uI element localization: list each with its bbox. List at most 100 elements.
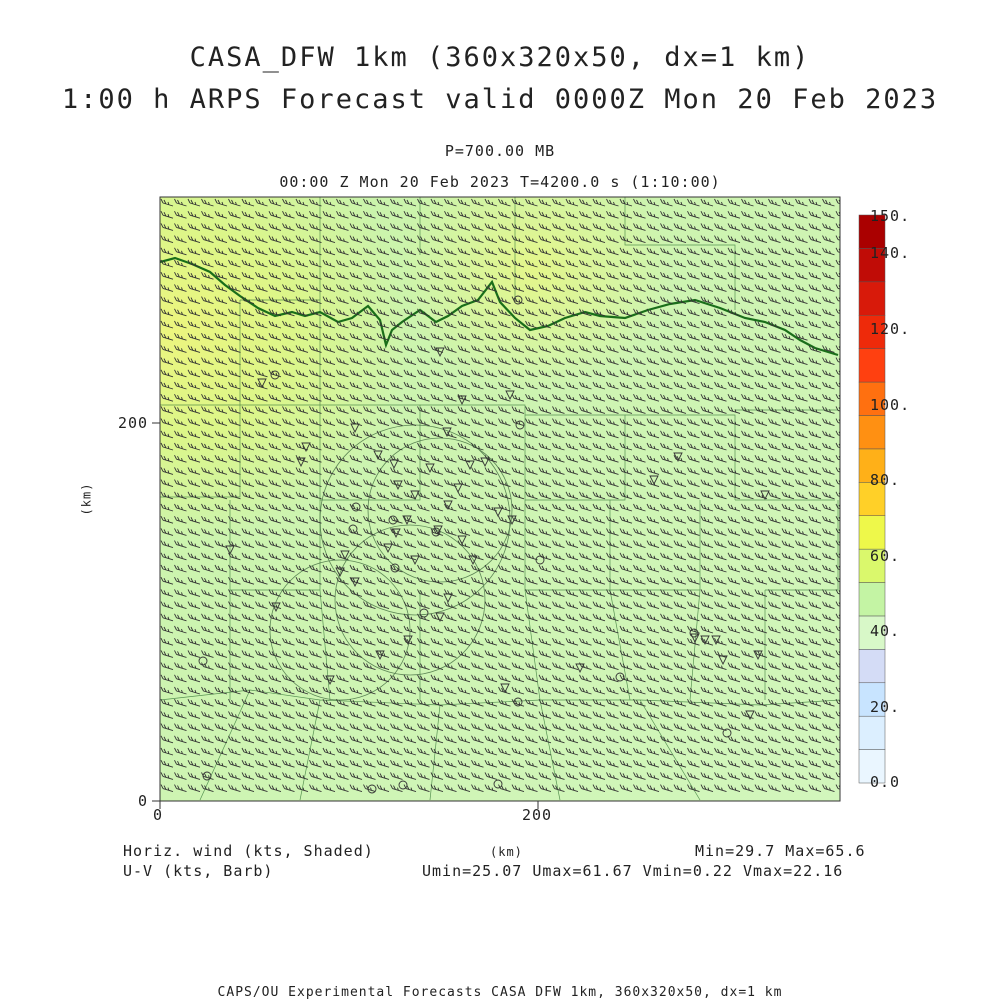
wind-barb [808, 454, 822, 463]
wind-barb [349, 686, 363, 695]
wind-barb [673, 259, 687, 268]
wind-barb [322, 711, 336, 719]
wind-barb [552, 686, 565, 695]
wind-barb [579, 747, 592, 756]
wind-barb [160, 662, 174, 671]
wind-barb [444, 320, 457, 329]
wind-barb [538, 454, 552, 463]
wind-barb [714, 503, 727, 512]
wind-barb [498, 576, 511, 585]
wind-barb [187, 711, 201, 719]
wind-barb [619, 418, 633, 427]
wind-barb [835, 418, 840, 424]
wind-barb [322, 698, 336, 707]
wind-barb [471, 759, 484, 768]
wind-barb [349, 601, 363, 610]
wind-barb [835, 442, 840, 449]
wind-barb [660, 406, 673, 414]
wind-barb [822, 650, 835, 658]
wind-barb [768, 418, 781, 427]
wind-barb [565, 357, 579, 366]
wind-barb [700, 503, 714, 512]
wind-barb [741, 747, 754, 756]
wind-barb [714, 479, 727, 488]
wind-barb [714, 418, 727, 427]
wind-barb [201, 247, 214, 256]
wind-barb [187, 503, 201, 512]
wind-barb [471, 528, 484, 536]
wind-barb [835, 698, 840, 705]
wind-barb [498, 210, 511, 219]
wind-barb [565, 235, 579, 244]
wind-barb [214, 198, 228, 207]
wind-barb [700, 345, 714, 353]
wind-barb [471, 381, 484, 390]
wind-barb [457, 589, 471, 597]
wind-barb [579, 625, 592, 634]
wind-barb [349, 637, 363, 646]
wind-barb [741, 393, 754, 402]
wind-barb [808, 540, 822, 549]
wind-barb [781, 589, 795, 597]
wind-barb [511, 772, 525, 780]
wind-barb [295, 296, 309, 305]
wind-barb [457, 418, 471, 427]
wind-barb [835, 430, 840, 436]
wind-barb [660, 650, 673, 658]
wind-barb [403, 601, 417, 610]
wind-barb [214, 515, 228, 524]
wind-barb [174, 552, 187, 561]
wind-barb [471, 284, 484, 292]
wind-barb [700, 540, 714, 549]
wind-barb [781, 223, 795, 231]
wind-barb [349, 345, 363, 353]
wind-barb [606, 223, 619, 231]
wind-barb [700, 637, 714, 646]
wind-barb [525, 406, 538, 414]
wind-barb [646, 284, 660, 292]
wind-barb [376, 698, 390, 707]
wind-barb [727, 308, 741, 317]
wind-barb [714, 491, 727, 500]
wind-barb [606, 479, 619, 488]
wind-barb [808, 564, 822, 573]
wind-barb [552, 759, 565, 768]
wind-barb [282, 479, 295, 488]
wind-barb [511, 418, 525, 427]
wind-barb [201, 271, 214, 280]
wind-barb [525, 784, 538, 793]
wind-barb [403, 576, 417, 585]
wind-barb [727, 381, 741, 390]
wind-barb [390, 747, 403, 756]
wind-barb [403, 271, 417, 280]
wind-barb [619, 491, 633, 500]
wind-barb [552, 698, 565, 707]
wind-barb [673, 723, 687, 732]
wind-barb [322, 247, 336, 256]
wind-barb [430, 320, 444, 329]
wind-barb [579, 442, 592, 451]
wind-barb [484, 784, 498, 793]
wind-barb [552, 479, 565, 488]
wind-barb [160, 454, 174, 463]
wind-barb [727, 772, 741, 780]
wind-barb [282, 345, 295, 353]
wind-barb [282, 576, 295, 585]
wind-barb [606, 528, 619, 536]
wind-barb [822, 381, 835, 390]
wind-barb [214, 406, 228, 414]
wind-barb [754, 528, 768, 536]
wind-barb [444, 357, 457, 366]
wind-barb [673, 284, 687, 292]
wind-barb [633, 528, 646, 536]
wind-barb [700, 284, 714, 292]
wind-barb [349, 454, 363, 463]
station-circle [535, 555, 545, 565]
wind-barb [565, 698, 579, 707]
wind-barb [538, 284, 552, 292]
wind-barb [795, 223, 808, 231]
wind-barb [606, 686, 619, 695]
wind-barb [174, 515, 187, 524]
wind-barb [808, 259, 822, 268]
wind-barb [511, 601, 525, 610]
